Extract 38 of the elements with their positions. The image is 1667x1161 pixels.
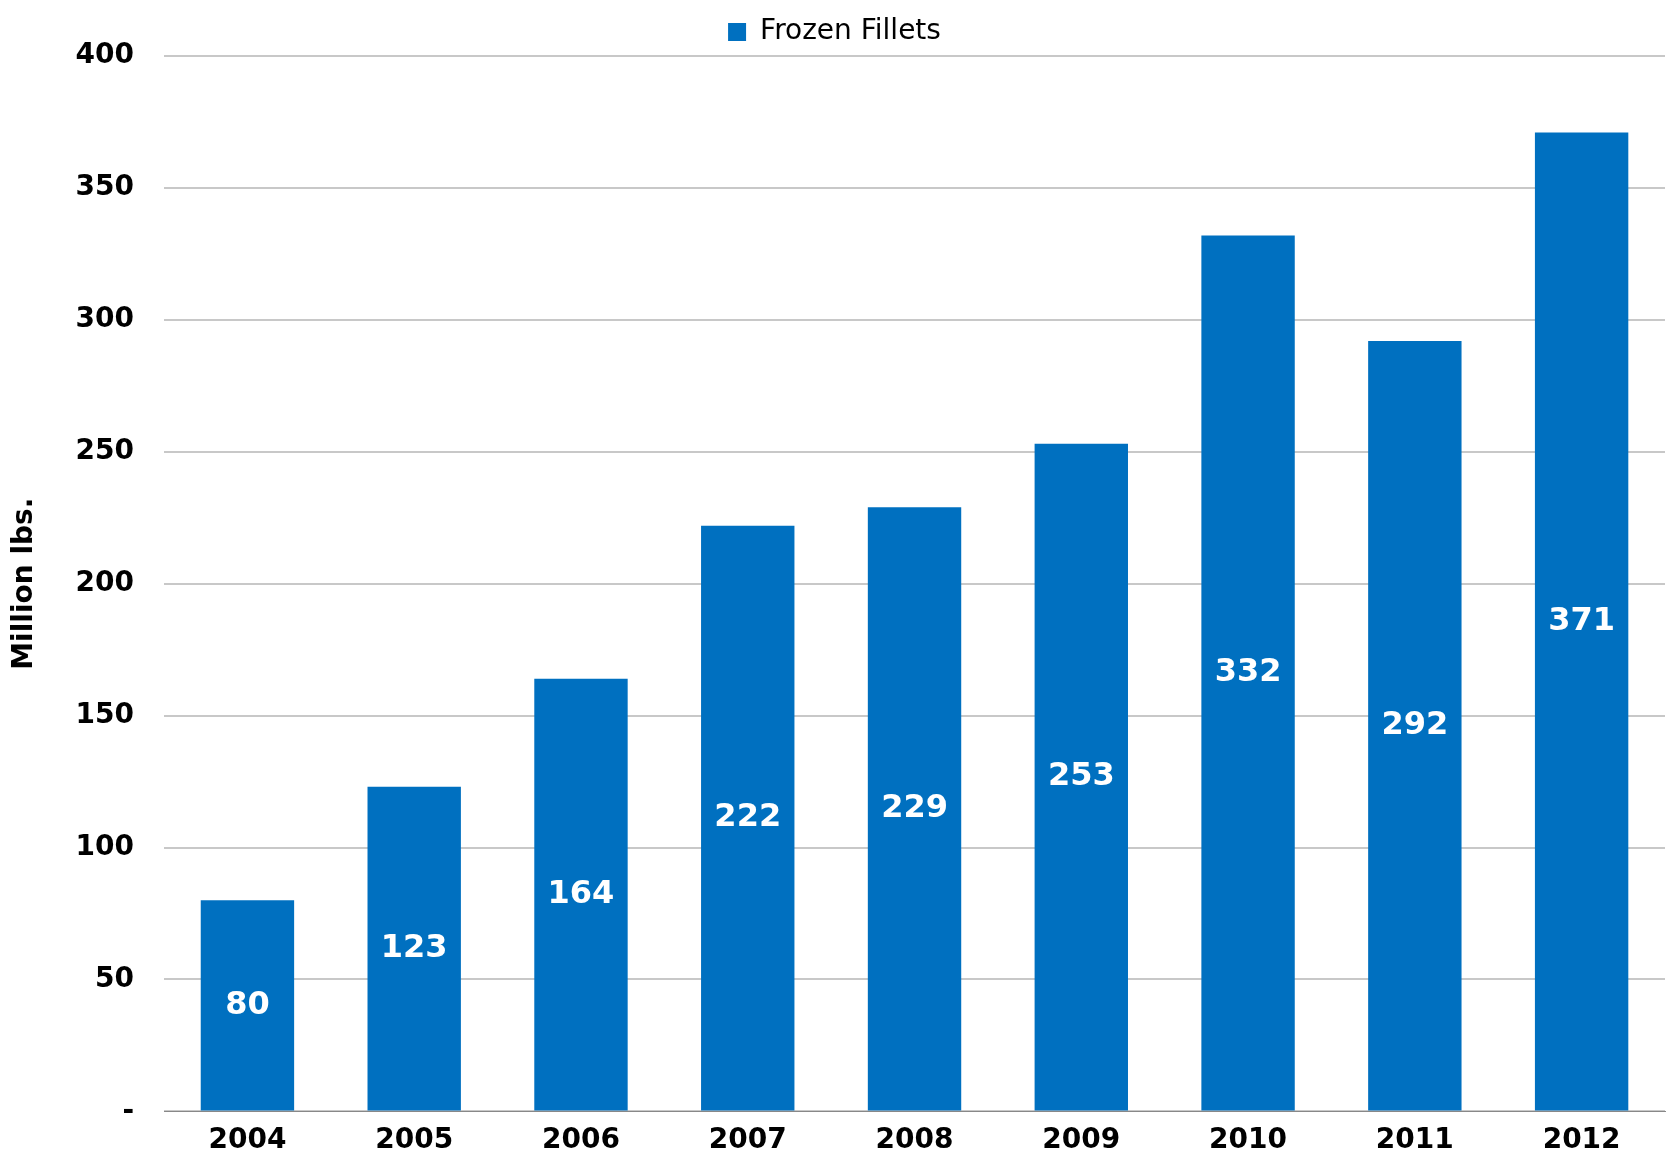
- bar: [1368, 340, 1462, 1111]
- bar: [867, 507, 962, 1111]
- bar: [1534, 132, 1629, 1111]
- bar: [701, 525, 795, 1111]
- data-label: 222: [714, 796, 782, 835]
- x-tick-label: 2012: [1542, 1122, 1621, 1156]
- y-axis-title: Million lbs.: [6, 497, 40, 670]
- y-tick-label: 350: [75, 169, 135, 203]
- data-label: 292: [1381, 703, 1449, 742]
- data-label: 229: [881, 787, 948, 826]
- legend-label: Frozen Fillets: [760, 13, 941, 47]
- y-tick-label: 300: [75, 301, 135, 335]
- data-label: 253: [1047, 755, 1115, 794]
- x-tick-label: 2011: [1375, 1122, 1454, 1156]
- x-tick-label: 2006: [542, 1122, 620, 1156]
- data-label: 371: [1548, 599, 1616, 638]
- bar: [1201, 235, 1295, 1111]
- x-tick-label: 2007: [708, 1122, 787, 1156]
- y-tick-label: 100: [75, 828, 135, 862]
- bar: [367, 786, 461, 1111]
- y-tick-label: 250: [75, 433, 135, 467]
- x-tick-label: 2009: [1042, 1122, 1121, 1156]
- x-tick-label: 2008: [875, 1122, 954, 1156]
- y-tick-label: 200: [75, 564, 135, 598]
- x-tick-label: 2010: [1209, 1122, 1288, 1156]
- bar: [534, 678, 628, 1111]
- data-label: 80: [225, 983, 270, 1022]
- data-label: 332: [1214, 651, 1282, 690]
- x-tick-label: 2005: [375, 1122, 454, 1156]
- y-tick-label: 50: [95, 960, 135, 994]
- bar: [200, 900, 295, 1111]
- y-tick-label: -: [122, 1092, 135, 1126]
- bar: [1034, 443, 1128, 1111]
- y-tick-label: 400: [75, 37, 135, 71]
- data-label: 123: [380, 926, 448, 965]
- data-label: 164: [547, 872, 615, 911]
- x-tick-label: 2004: [208, 1122, 287, 1156]
- y-tick-label: 150: [75, 696, 135, 730]
